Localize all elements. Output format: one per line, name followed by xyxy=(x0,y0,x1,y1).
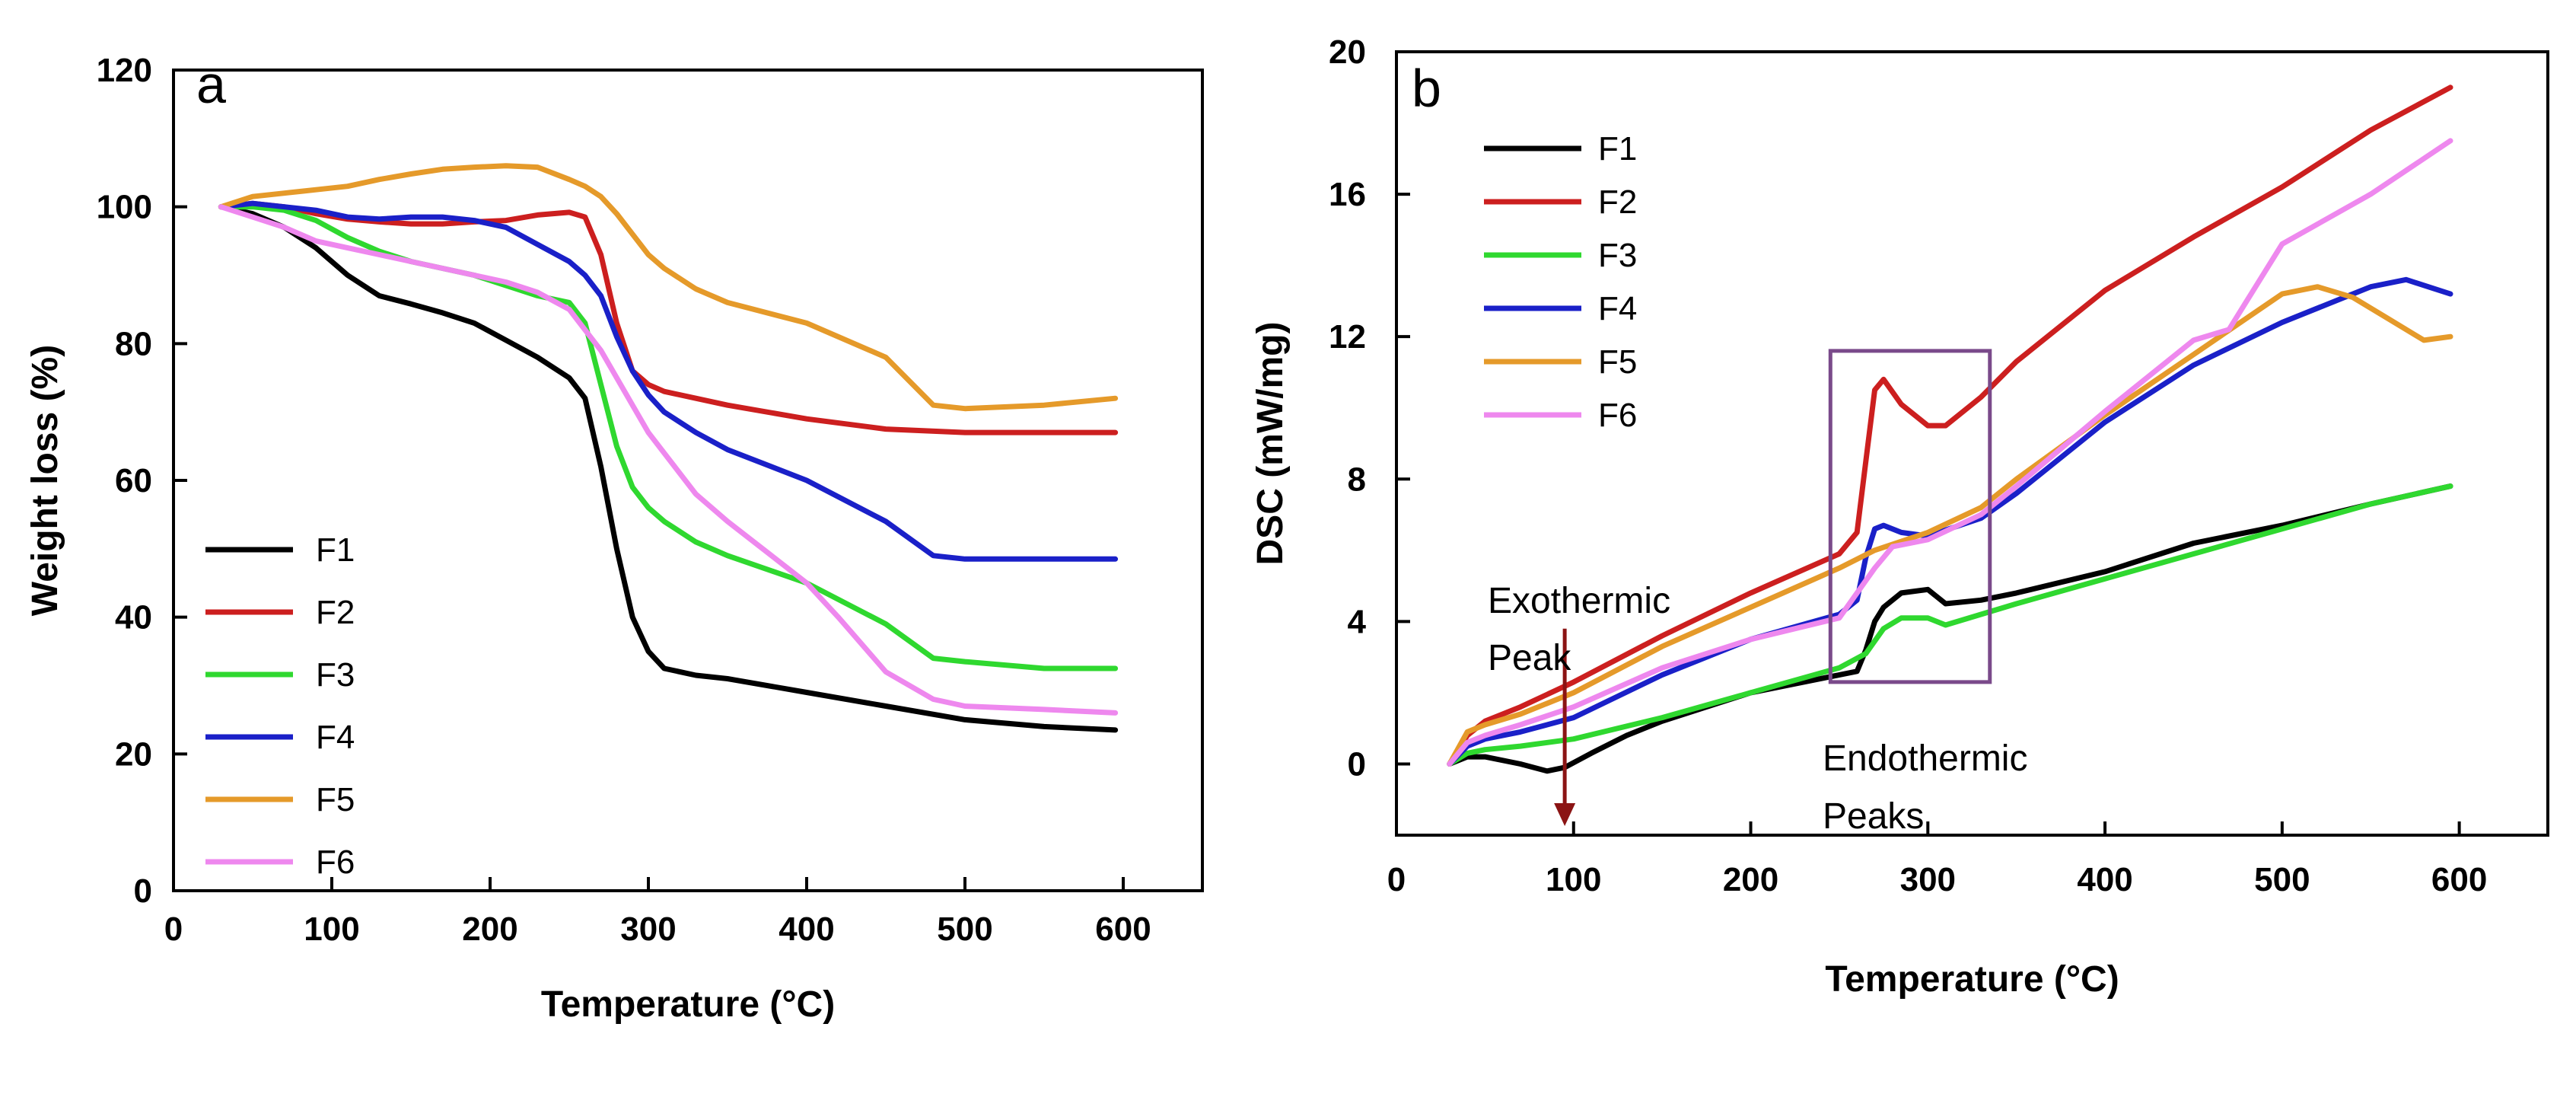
y-axis-title: DSC (mW/mg) xyxy=(1250,322,1291,566)
legend-label-f1: F1 xyxy=(1598,130,1637,167)
legend-label-f1: F1 xyxy=(316,531,355,569)
y-tick-label: 8 xyxy=(1348,461,1366,498)
annotation-endothermic-line1: Endothermic xyxy=(1823,738,2027,779)
y-tick-label: 4 xyxy=(1348,603,1367,640)
plot-frame xyxy=(1395,50,2549,837)
y-tick-label: 40 xyxy=(115,599,152,636)
x-tick-label: 0 xyxy=(1387,861,1406,898)
y-tick-label: 12 xyxy=(1329,318,1366,356)
panel-a-chart: 0 100 200 300 400 500 600 0 20 40 60 80 100 120 Temper… xyxy=(25,52,1204,1025)
y-tick-label: 120 xyxy=(97,52,152,89)
x-tick-label: 500 xyxy=(937,911,992,948)
legend: F1 F2 F3 F4 F5 F6 xyxy=(1484,130,1637,434)
legend-label-f3: F3 xyxy=(316,656,355,694)
y-tick-label: 16 xyxy=(1329,176,1366,213)
x-tick-label: 100 xyxy=(304,911,359,948)
x-tick-label: 500 xyxy=(2254,861,2310,898)
legend-label-f2: F2 xyxy=(316,594,355,631)
series-line-f2 xyxy=(1447,85,2453,767)
x-tick-label: 600 xyxy=(1095,911,1151,948)
x-tick-label: 200 xyxy=(462,911,517,948)
series-line-f3 xyxy=(1447,483,2453,767)
panel-b-chart: 0 100 200 300 400 500 600 0 4 8 12 16 20 Temperature … xyxy=(1250,33,2549,1000)
x-tick-label: 300 xyxy=(1900,861,1956,898)
series-line-f6 xyxy=(1447,138,2453,767)
legend-label-f5: F5 xyxy=(1598,343,1637,381)
legend-label-f6: F6 xyxy=(316,844,355,881)
legend: F1 F2 F3 F4 F5 F6 xyxy=(205,531,355,881)
series-line-f5 xyxy=(218,163,1119,412)
legend-label-f4: F4 xyxy=(316,719,355,756)
panel-letter: a xyxy=(196,55,226,114)
x-tick-label: 0 xyxy=(164,911,183,948)
y-tick-label: 80 xyxy=(115,325,152,362)
legend-label-f5: F5 xyxy=(316,781,355,818)
x-axis-title: Temperature (°C) xyxy=(1825,959,2119,1000)
annotation-exothermic-line1: Exothermic xyxy=(1488,581,1670,621)
y-tick-label: 0 xyxy=(1348,745,1366,783)
series-line-f4 xyxy=(1447,276,2453,767)
x-tick-label: 600 xyxy=(2431,861,2487,898)
exothermic-arrowhead xyxy=(1554,803,1576,826)
x-axis-title: Temperature (°C) xyxy=(541,984,835,1025)
legend-label-f2: F2 xyxy=(1598,183,1637,221)
x-tick-label: 100 xyxy=(1546,861,1601,898)
x-tick-label: 400 xyxy=(2077,861,2132,898)
x-tick-label: 400 xyxy=(779,911,834,948)
annotation-exothermic-line2: Peak xyxy=(1488,638,1571,678)
y-tick-label: 20 xyxy=(1329,33,1366,71)
y-tick-label: 100 xyxy=(97,189,152,226)
y-tick-label: 0 xyxy=(134,872,152,910)
series-line-f5 xyxy=(1447,284,2453,767)
y-tick-label: 20 xyxy=(115,735,152,773)
series-line-f2 xyxy=(218,200,1119,435)
endothermic-highlight-box xyxy=(1828,349,1992,684)
x-tick-label: 200 xyxy=(1723,861,1778,898)
legend-label-f4: F4 xyxy=(1598,290,1637,327)
annotation-endothermic-line2: Peaks xyxy=(1823,796,1924,837)
y-tick-label: 60 xyxy=(115,462,152,499)
series-line-f6 xyxy=(218,204,1119,716)
panel-letter: b xyxy=(1412,59,1441,118)
x-tick-label: 300 xyxy=(620,911,676,948)
legend-label-f6: F6 xyxy=(1598,397,1637,434)
series-line-f3 xyxy=(218,204,1119,671)
series-line-f4 xyxy=(218,200,1119,562)
y-axis-title: Weight loss (%) xyxy=(25,345,65,616)
series-line-f1 xyxy=(218,204,1119,733)
legend-label-f3: F3 xyxy=(1598,237,1637,274)
